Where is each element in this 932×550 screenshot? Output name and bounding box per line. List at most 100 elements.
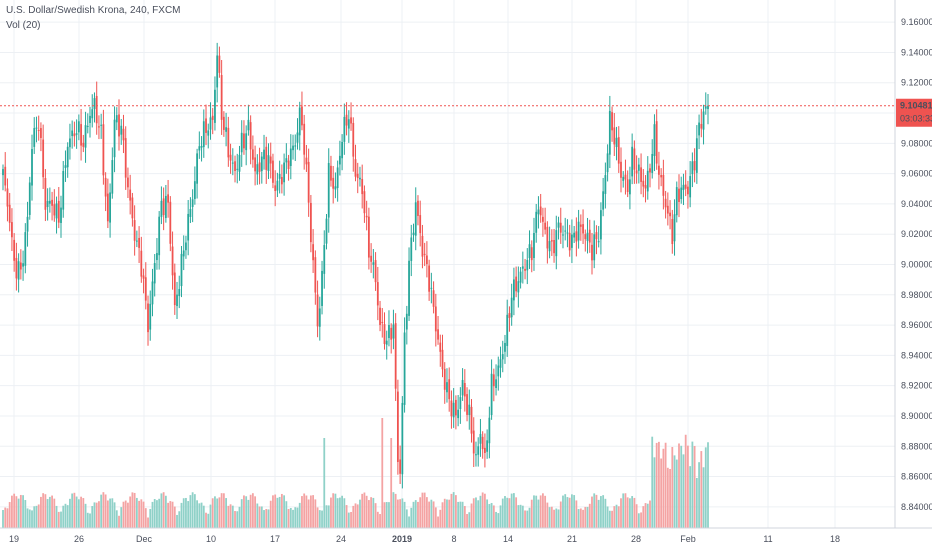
volume-bar: [687, 445, 689, 528]
volume-bar: [662, 448, 665, 528]
x-axis-pane[interactable]: [0, 528, 932, 550]
candle-body: [31, 149, 33, 186]
candle-body: [392, 324, 395, 339]
volume-bar: [546, 502, 549, 528]
volume-bar: [376, 511, 379, 528]
volume-bar: [499, 505, 502, 528]
volume-bar: [151, 501, 154, 528]
candle-body: [187, 213, 190, 241]
candle-body: [591, 244, 593, 261]
candle-body: [506, 314, 509, 346]
y-tick-label: 9.06000: [901, 169, 932, 179]
candle-body: [367, 216, 370, 258]
candle-body: [278, 174, 281, 179]
candle-body: [584, 234, 587, 240]
volume-bar: [109, 498, 111, 528]
candle-body: [497, 365, 500, 377]
volume-bar: [95, 502, 98, 528]
volume-bar: [292, 509, 294, 528]
candle-body: [274, 185, 277, 192]
candle-body: [296, 132, 299, 143]
volume-bar: [479, 495, 482, 528]
candle-body: [220, 75, 223, 120]
candle-body: [631, 146, 634, 177]
candle-body: [588, 229, 591, 243]
volume-bar: [573, 495, 576, 528]
candle-body: [633, 148, 636, 170]
price-badge-countdown: 03:03:33: [900, 114, 932, 124]
volume-bar: [305, 495, 308, 528]
candle-body: [492, 374, 495, 387]
volume-bar: [412, 501, 415, 528]
volume-bar: [243, 495, 245, 528]
candle-body: [597, 241, 600, 243]
candle-body: [347, 119, 350, 129]
candle-body: [57, 200, 60, 223]
volume-bar: [185, 497, 187, 528]
candle-body: [461, 379, 464, 396]
candle-body: [106, 193, 109, 222]
volume-bar: [196, 500, 198, 528]
volume-bar: [231, 505, 234, 528]
candle-body: [644, 185, 647, 189]
volume-bar: [42, 493, 45, 528]
candle-body: [537, 209, 540, 215]
volume-indicator-label[interactable]: Vol (20): [6, 20, 41, 31]
volume-bar: [216, 498, 219, 528]
x-tick-label: 21: [567, 534, 577, 544]
candle-body: [327, 163, 330, 218]
volume-bar: [200, 502, 203, 528]
volume-bar: [550, 506, 553, 528]
x-tick-label: 17: [270, 534, 280, 544]
candle-body: [700, 123, 703, 129]
candle-body: [303, 123, 306, 155]
volume-bar: [287, 508, 290, 528]
candle-body: [298, 107, 301, 136]
x-tick-label: 26: [74, 534, 84, 544]
candle-body: [510, 297, 513, 318]
volume-bar: [98, 501, 100, 528]
volume-bar: [4, 507, 7, 528]
candle-body: [653, 124, 656, 156]
candle-body: [664, 198, 667, 208]
volume-bar: [2, 510, 4, 528]
volume-bar: [446, 499, 448, 528]
volume-bar: [102, 492, 105, 528]
candle-body: [325, 218, 328, 244]
candle-body: [113, 119, 116, 158]
candle-body: [617, 137, 620, 164]
candle-body: [381, 321, 384, 323]
volume-bar: [162, 492, 165, 528]
y-tick-label: 8.94000: [901, 350, 932, 360]
volume-bar: [214, 496, 216, 528]
candle-body: [615, 137, 618, 148]
volume-bar: [13, 493, 16, 528]
candle-body: [343, 116, 346, 142]
volume-bar: [700, 451, 703, 528]
candle-body: [231, 162, 234, 164]
candle-body: [562, 234, 564, 236]
candle-body: [254, 157, 257, 172]
candle-body: [646, 170, 649, 192]
y-axis-pane[interactable]: [895, 0, 932, 528]
candle-body: [334, 186, 337, 190]
candle-body: [550, 240, 553, 242]
volume-bar: [350, 511, 352, 528]
volume-bar: [285, 501, 288, 528]
candle-body: [475, 454, 477, 456]
candle-body: [434, 306, 437, 332]
candle-body: [77, 121, 80, 133]
candle-body: [69, 138, 71, 148]
volume-bar: [222, 493, 225, 528]
candle-body: [611, 112, 613, 131]
candle-body: [533, 233, 535, 259]
volume-bar: [272, 495, 274, 528]
volume-bar: [631, 496, 634, 528]
volume-bar: [367, 500, 370, 528]
volume-bar: [682, 454, 685, 528]
volume-bar: [82, 498, 85, 528]
volume-bar: [396, 499, 399, 528]
volume-bar: [111, 498, 114, 528]
volume-bar: [104, 494, 107, 528]
